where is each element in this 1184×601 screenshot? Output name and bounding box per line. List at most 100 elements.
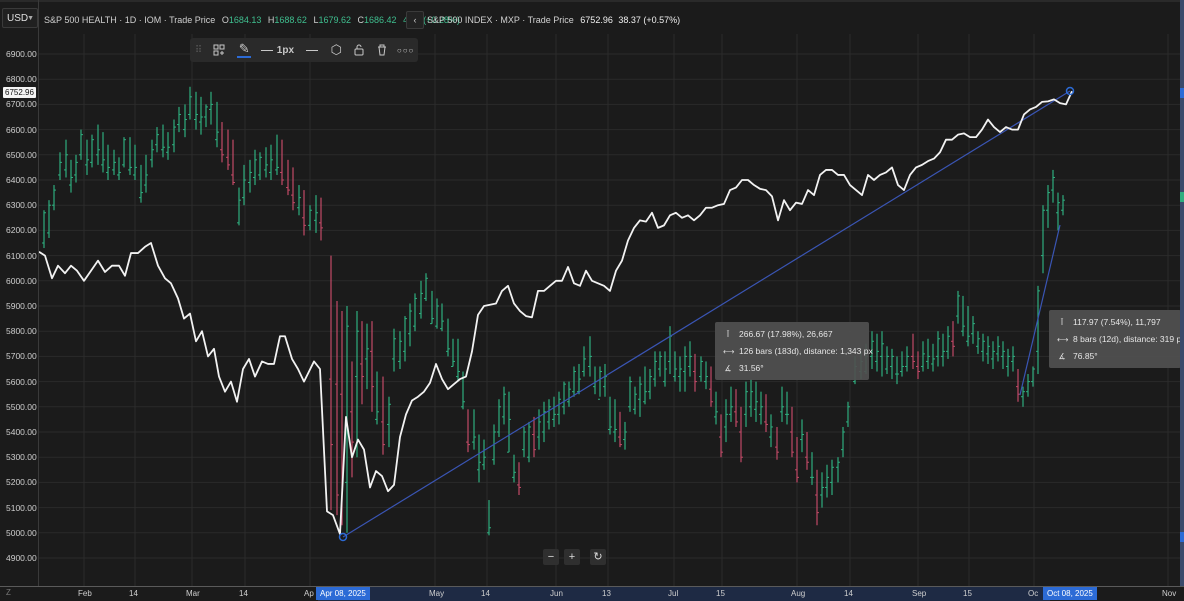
series1-price-type: Trade Price (169, 15, 216, 25)
time-tick-label: Jul (668, 589, 679, 598)
selected-range (318, 587, 1050, 601)
line-color-button[interactable]: ✎ (232, 38, 257, 62)
price-tick-label: 5000.00 (6, 527, 37, 538)
low-label: L (313, 15, 319, 25)
series2-legend[interactable]: S&P 500 INDEX · MXP · Trade Price 6752.9… (427, 15, 681, 25)
zoom-out-button[interactable]: − (543, 549, 559, 565)
time-tick-label: 14 (481, 589, 490, 598)
collapse-legend-button[interactable]: ‹ (406, 11, 424, 29)
z-button[interactable]: Z (6, 588, 11, 597)
price-tick-label: 5700.00 (6, 351, 37, 362)
close-label: C (357, 15, 365, 25)
angle-icon: ∡ (1058, 351, 1066, 361)
currency-label: USD (7, 13, 29, 24)
price-tick-label: 6900.00 (6, 49, 37, 59)
settings-button[interactable]: ⬡ (325, 38, 348, 62)
price-tick-label: 6700.00 (6, 99, 37, 110)
time-tick-label: 14 (239, 589, 248, 598)
line-width-button[interactable]: 1px (257, 38, 299, 62)
right-scale-rail[interactable] (1180, 0, 1184, 586)
price-axis[interactable]: 6900.00 6800.00 6700.00 6600.00 6500.00 6400.… (0, 34, 38, 586)
price-tick-label: 6800.00 (6, 74, 37, 85)
chart-header: USD ▼ S&P 500 HEALTH · 1D · IOM · Trade … (0, 0, 1184, 34)
series1-legend[interactable]: S&P 500 HEALTH · 1D · IOM · Trade Price … (44, 15, 460, 25)
time-tick-label: Aug (791, 589, 806, 598)
rail-marker-health (1180, 192, 1184, 202)
angle-icon: ∡ (724, 363, 732, 373)
time-tick-label: 13 (602, 589, 611, 598)
price-tick-label: 5100.00 (6, 502, 37, 513)
lock-button[interactable] (348, 38, 371, 62)
price-tick-label: 6300.00 (6, 200, 37, 211)
open-value: 1684.13 (228, 15, 262, 25)
measure-tooltip-1: Ī 266.67 (17.98%), 26,667 ⟷ 126 bars (183d… (715, 322, 873, 380)
line-style-button[interactable] (298, 38, 325, 62)
price-tick-label: 6200.00 (6, 225, 37, 236)
currency-select[interactable]: USD ▼ (2, 8, 38, 28)
chevron-left-icon: ‹ (413, 15, 417, 25)
time-tick-label: Ap (304, 589, 314, 598)
price-tick-label: 6000.00 (6, 275, 37, 286)
trash-icon (377, 44, 386, 56)
object-tree-icon (213, 44, 225, 56)
line-style-icon (305, 49, 318, 51)
time-tick-label: Feb (78, 589, 92, 598)
time-tick-label: 15 (963, 589, 972, 598)
current-price-tag: 6752.96 (3, 87, 36, 98)
price-tick-label: 5300.00 (6, 452, 37, 463)
price-range-icon: Ī (726, 329, 730, 339)
zoom-in-button[interactable]: + (564, 549, 580, 565)
more-button[interactable]: ○○○ (393, 38, 418, 62)
series2-change: 38.37 (+0.57%) (618, 15, 681, 25)
price-tick-label: 5600.00 (6, 376, 37, 387)
high-value: 1688.62 (274, 15, 307, 25)
series1-name: S&P 500 HEALTH (44, 15, 117, 25)
price-tick-label: 6100.00 (6, 250, 37, 261)
delete-button[interactable] (370, 38, 393, 62)
pencil-icon: ✎ (238, 41, 250, 56)
color-swatch (237, 56, 252, 58)
series1-change: 4.77 (+0.28%) (403, 15, 460, 25)
high-label: H (267, 15, 275, 25)
close-value: 1686.42 (364, 15, 397, 25)
time-tick-label: 14 (844, 589, 853, 598)
plus-icon: + (568, 551, 576, 563)
bar-range-icon: ⟷ (1057, 334, 1069, 344)
minus-icon: − (547, 551, 555, 563)
low-value: 1679.62 (318, 15, 352, 25)
series2-price-type: Trade Price (527, 15, 574, 25)
series2-last: 6752.96 (580, 15, 613, 25)
reset-icon: ↻ (593, 551, 603, 563)
time-axis[interactable]: Z Feb 14 Mar 14 Ap May 14 Jun 13 Jul 15 Aug 14 Sep 15 O… (0, 586, 1184, 601)
angle: 76.85° (1073, 351, 1098, 361)
bar-distance: 126 bars (183d), distance: 1,343 px (739, 346, 873, 356)
lock-open-icon (354, 44, 364, 56)
drag-handle-icon[interactable]: ⠿ (194, 44, 203, 56)
price-tick-label: 6500.00 (6, 149, 37, 160)
line-width-icon (260, 49, 273, 51)
price-tick-label: 6400.00 (6, 175, 37, 185)
range-start-label: Apr 08, 2025 (316, 587, 370, 600)
object-tree-button[interactable] (207, 38, 232, 62)
time-tick-label: May (429, 589, 445, 598)
time-tick-label: Jun (550, 589, 563, 598)
chevron-down-icon: ▼ (27, 15, 34, 22)
time-tick-label: 14 (129, 589, 138, 598)
series1-exchange: IOM (144, 15, 162, 25)
price-tick-label: 5400.00 (6, 427, 37, 437)
price-range-icon: Ī (1060, 317, 1064, 327)
bar-distance: 8 bars (12d), distance: 319 px (1073, 334, 1184, 344)
price-tick-label: 4900.00 (6, 553, 37, 563)
time-tick-label: Sep (912, 589, 927, 598)
open-label: O (221, 15, 229, 25)
time-tick-label: Oc (1028, 589, 1039, 598)
measure-tooltip-2: Ī 117.97 (7.54%), 11,797 ⟷ 8 bars (12d), d… (1049, 310, 1184, 368)
time-tick-label: Mar (186, 589, 200, 598)
price-tick-label: 6600.00 (6, 124, 37, 135)
reset-zoom-button[interactable]: ↻ (590, 549, 606, 565)
price-change: 117.97 (7.54%), 11,797 (1073, 317, 1161, 327)
time-tick-label: 15 (716, 589, 725, 598)
chart-plot-area[interactable] (39, 34, 1180, 586)
price-change: 266.67 (17.98%), 26,667 (739, 329, 833, 339)
price-tick-label: 5900.00 (6, 301, 37, 311)
